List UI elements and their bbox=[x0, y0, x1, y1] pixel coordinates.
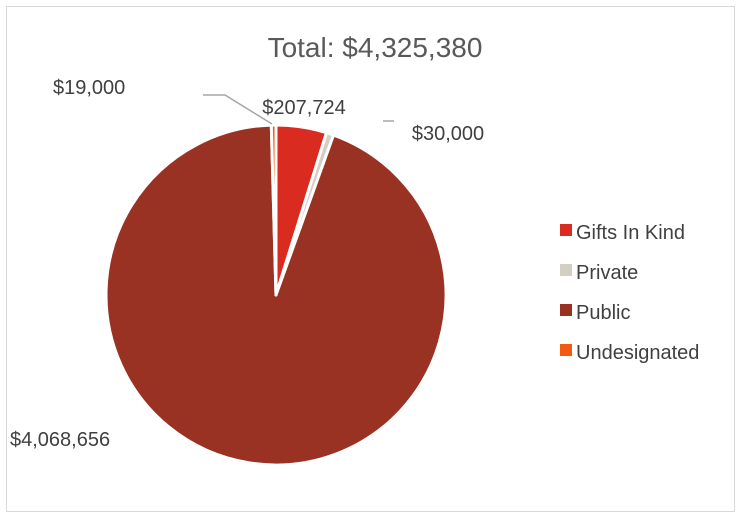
legend-label-private: Private bbox=[576, 262, 638, 284]
legend-label-undesignated: Undesignated bbox=[576, 342, 699, 364]
legend-swatch-public bbox=[560, 304, 572, 316]
data-label-gifts-in-kind: $207,724 bbox=[262, 97, 345, 119]
legend-swatch-undesignated bbox=[560, 344, 572, 356]
data-labels: $207,724 $30,000 $4,068,656 $19,000 bbox=[10, 77, 484, 451]
chart-title: Total: $4,325,380 bbox=[268, 32, 483, 63]
legend-swatch-gifts-in-kind bbox=[560, 224, 572, 236]
data-label-undesignated: $19,000 bbox=[53, 77, 125, 99]
legend-label-gifts-in-kind: Gifts In Kind bbox=[576, 222, 685, 244]
legend-label-public: Public bbox=[576, 302, 630, 324]
pie-slices bbox=[104, 123, 448, 467]
leader-lines bbox=[203, 94, 394, 125]
legend-swatch-private bbox=[560, 264, 572, 276]
legend: Gifts In Kind Private Public Undesignated bbox=[560, 222, 699, 364]
pie-slice-undesignated bbox=[269, 123, 278, 297]
data-label-private: $30,000 bbox=[412, 123, 484, 145]
data-label-public: $4,068,656 bbox=[10, 429, 110, 451]
leader-line-undesignated bbox=[203, 94, 273, 125]
